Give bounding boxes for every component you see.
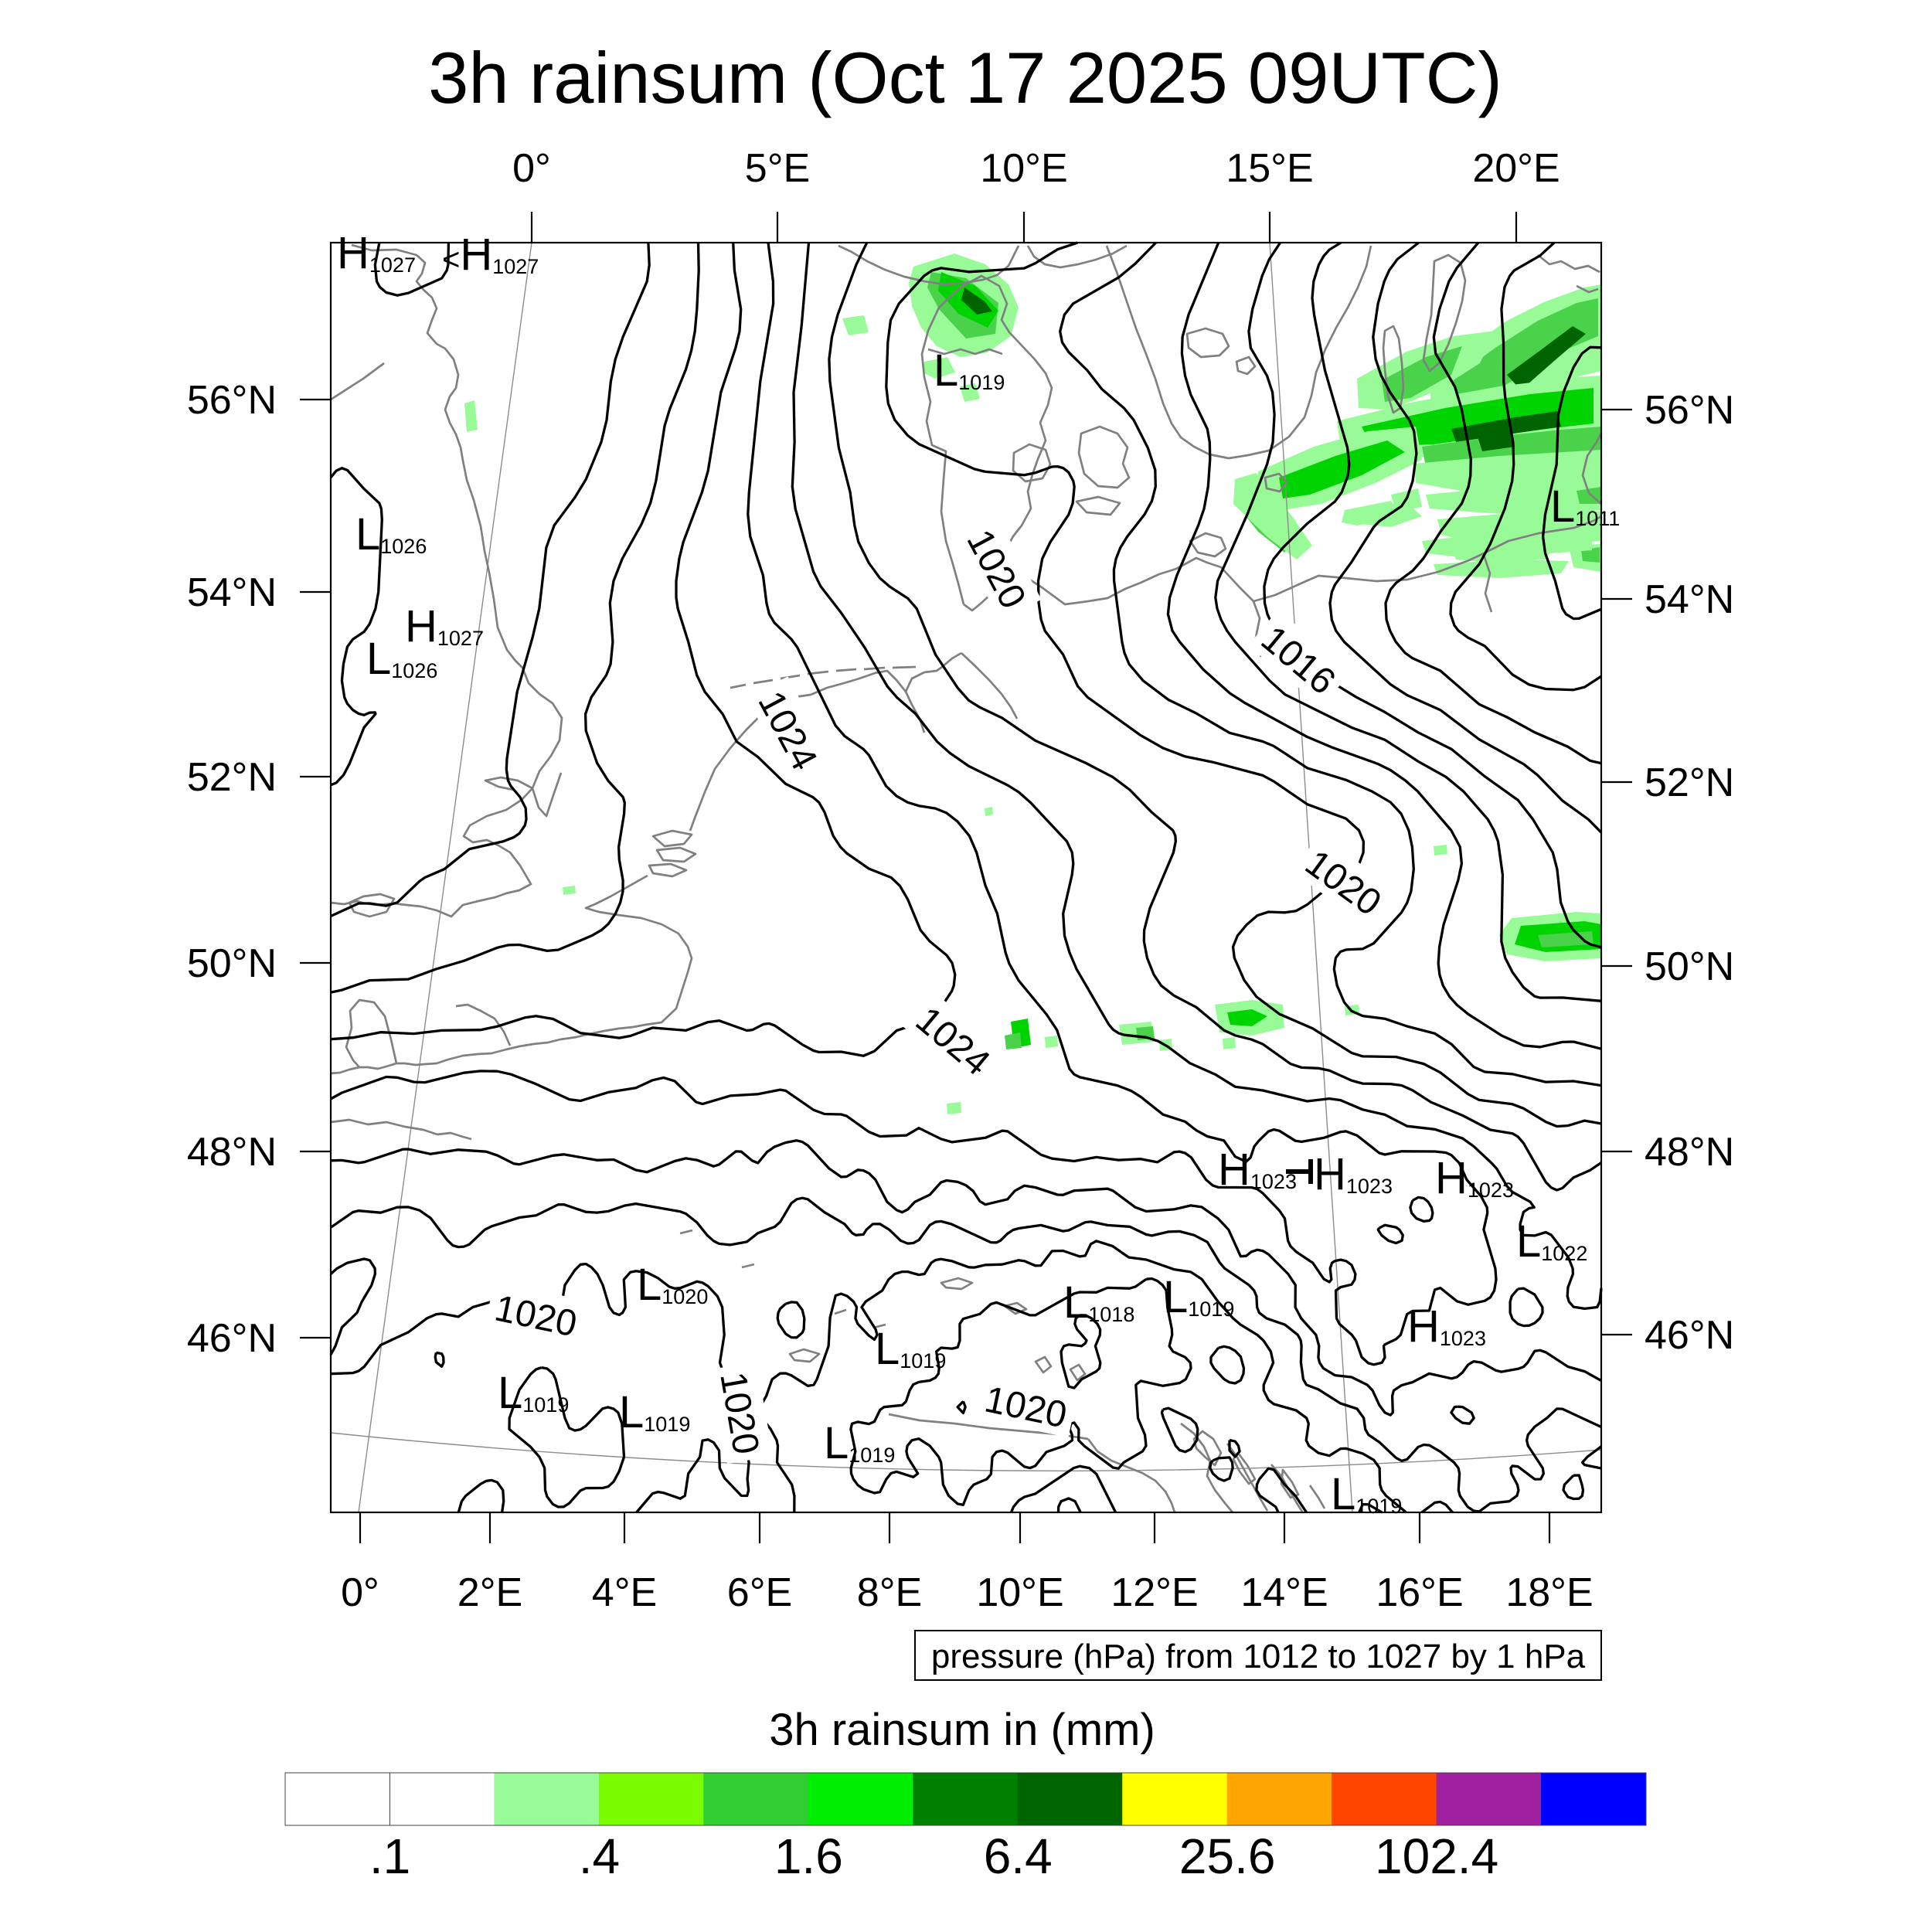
svg-text:54°N: 54°N	[187, 570, 277, 615]
svg-text:56°N: 56°N	[1645, 388, 1734, 433]
svg-text:14°E: 14°E	[1240, 1570, 1328, 1615]
svg-text:46°N: 46°N	[1645, 1313, 1734, 1358]
svg-text:54°N: 54°N	[1645, 577, 1734, 622]
svg-text:4°E: 4°E	[592, 1570, 657, 1615]
svg-text:16°E: 16°E	[1376, 1570, 1463, 1615]
svg-text:L1019: L1019	[1163, 1272, 1234, 1322]
svg-text:56°N: 56°N	[187, 378, 277, 423]
svg-text:L1026: L1026	[355, 509, 427, 560]
svg-text:1.6: 1.6	[774, 1828, 843, 1884]
svg-text:102.4: 102.4	[1375, 1828, 1498, 1884]
svg-text:8°E: 8°E	[857, 1570, 922, 1615]
svg-text:3h rainsum (Oct 17 2025 09UTC): 3h rainsum (Oct 17 2025 09UTC)	[428, 37, 1502, 118]
svg-text:12°E: 12°E	[1111, 1570, 1198, 1615]
svg-text:50°N: 50°N	[187, 941, 277, 986]
svg-text:48°N: 48°N	[1645, 1130, 1734, 1175]
svg-text:5°E: 5°E	[745, 146, 810, 191]
svg-text:0°: 0°	[512, 146, 551, 191]
svg-text:52°N: 52°N	[187, 755, 277, 800]
svg-text:L1019: L1019	[824, 1418, 895, 1468]
svg-text:.4: .4	[579, 1828, 620, 1884]
svg-text:20°E: 20°E	[1472, 146, 1560, 191]
svg-text:50°N: 50°N	[1645, 944, 1734, 989]
svg-text:6.4: 6.4	[984, 1828, 1053, 1884]
svg-text:3h rainsum in (mm): 3h rainsum in (mm)	[769, 1705, 1155, 1755]
svg-text:46°N: 46°N	[187, 1316, 277, 1361]
svg-text:2°E: 2°E	[457, 1570, 522, 1615]
svg-text:15°E: 15°E	[1226, 146, 1313, 191]
svg-text:10°E: 10°E	[976, 1570, 1063, 1615]
svg-text:.1: .1	[369, 1828, 410, 1884]
svg-text:pressure (hPa) from 1012 to 10: pressure (hPa) from 1012 to 1027 by 1 hP…	[931, 1638, 1586, 1675]
svg-text:0°: 0°	[341, 1570, 379, 1615]
svg-text:52°N: 52°N	[1645, 760, 1734, 805]
svg-text:6°E: 6°E	[727, 1570, 792, 1615]
svg-text:18°E: 18°E	[1505, 1570, 1593, 1615]
svg-text:10°E: 10°E	[980, 146, 1067, 191]
svg-text:48°N: 48°N	[187, 1130, 277, 1175]
svg-text:25.6: 25.6	[1179, 1828, 1276, 1884]
